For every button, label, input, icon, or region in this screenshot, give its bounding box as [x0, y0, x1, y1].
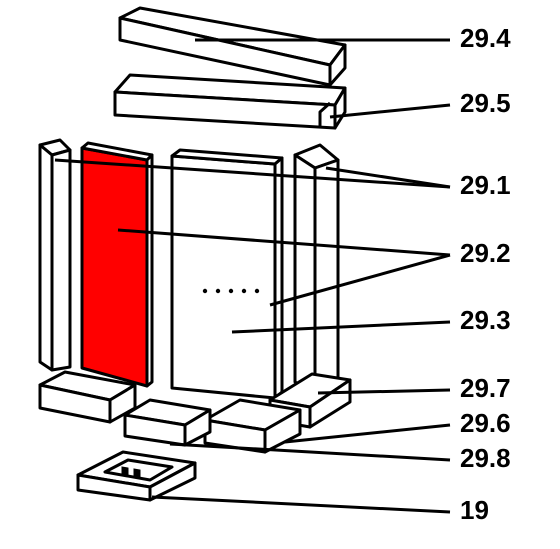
part-side_post_left [40, 140, 70, 370]
part-side_post_right [295, 145, 338, 393]
face-highlight [82, 148, 147, 386]
leader-bottom_block_a [170, 444, 450, 460]
part-top_plate_a [120, 8, 345, 85]
callout-29.4: 29.4 [460, 23, 511, 53]
exploded-diagram: 29.4 29.5 29.1 29.2 29.3 29.8 29.6 29.7 19 [0, 0, 560, 549]
face [315, 160, 338, 393]
part-top_plate_b [115, 75, 345, 128]
callout-29.7: 29.7 [460, 373, 511, 403]
face [295, 155, 315, 393]
alignment-dot [242, 289, 246, 293]
face [40, 145, 52, 370]
leader-tray [152, 497, 450, 512]
face [147, 155, 152, 386]
callout-29.3: 29.3 [460, 305, 511, 335]
leader-side_panel_left_highlight [118, 230, 450, 255]
callout-19: 19 [460, 495, 489, 525]
face [52, 150, 70, 370]
part-back_panel [172, 150, 282, 398]
part-side_panel_left_highlight [82, 143, 152, 386]
face [275, 158, 282, 398]
callout-29.1: 29.1 [460, 170, 511, 200]
alignment-dot [203, 289, 207, 293]
part-tray [78, 452, 195, 500]
part-bottom_block_b [205, 400, 300, 452]
callout-29.6: 29.6 [460, 408, 511, 438]
inner-detail [134, 469, 140, 477]
alignment-dot [255, 289, 259, 293]
leader-top_plate_b [330, 105, 450, 117]
alignment-dot [229, 289, 233, 293]
callout-29.2: 29.2 [460, 238, 511, 268]
alignment-dot [216, 289, 220, 293]
inner-detail [122, 467, 128, 475]
callout-29.8: 29.8 [460, 443, 511, 473]
callout-29.5: 29.5 [460, 88, 511, 118]
face [172, 156, 275, 398]
part-bottom_block_a [125, 400, 210, 445]
